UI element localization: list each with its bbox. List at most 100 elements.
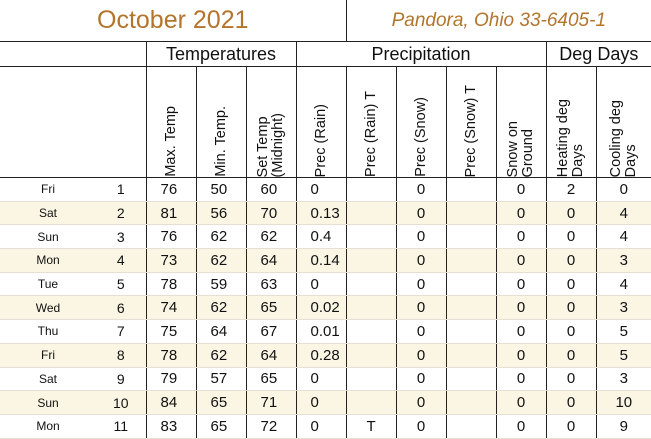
snow-ground-cell[interactable]: 0: [495, 343, 547, 368]
cooling-cell[interactable]: 4: [595, 224, 651, 250]
prec-rain-cell[interactable]: 0: [295, 272, 347, 297]
min-temp-cell[interactable]: 65: [195, 414, 246, 439]
snow-ground-cell[interactable]: 0: [495, 367, 547, 392]
prec-snow-t-cell[interactable]: [445, 414, 497, 439]
heating-cell[interactable]: 0: [545, 248, 597, 273]
prec-rain-t-cell[interactable]: [345, 177, 397, 202]
prec-snow-cell[interactable]: 0: [395, 343, 447, 368]
heating-cell[interactable]: 0: [545, 295, 597, 321]
prec-rain-t-cell[interactable]: T: [345, 414, 397, 439]
prec-snow-cell[interactable]: 0: [395, 295, 447, 321]
cooling-cell[interactable]: 9: [595, 414, 651, 439]
cooling-cell[interactable]: 4: [595, 272, 651, 297]
cooling-cell[interactable]: 10: [595, 390, 651, 415]
max-temp-cell[interactable]: 73: [145, 248, 196, 273]
max-temp-cell[interactable]: 84: [145, 390, 196, 415]
set-temp-cell[interactable]: 65: [245, 295, 296, 321]
set-temp-cell[interactable]: 65: [245, 367, 296, 392]
max-temp-cell[interactable]: 83: [145, 414, 196, 439]
heating-cell[interactable]: 0: [545, 201, 597, 226]
min-temp-cell[interactable]: 64: [195, 319, 246, 344]
prec-rain-t-cell[interactable]: [345, 248, 397, 273]
max-temp-cell[interactable]: 74: [145, 295, 196, 321]
set-temp-cell[interactable]: 63: [245, 272, 296, 297]
prec-rain-cell[interactable]: 0: [295, 177, 347, 202]
prec-rain-cell[interactable]: 0.01: [295, 319, 347, 344]
snow-ground-cell[interactable]: 0: [495, 319, 547, 344]
prec-snow-cell[interactable]: 0: [395, 272, 447, 297]
set-temp-cell[interactable]: 72: [245, 414, 296, 439]
max-temp-cell[interactable]: 76: [145, 177, 196, 202]
min-temp-cell[interactable]: 62: [195, 248, 246, 273]
prec-rain-t-cell[interactable]: [345, 224, 397, 250]
prec-rain-cell[interactable]: 0.13: [295, 201, 347, 226]
prec-snow-cell[interactable]: 0: [395, 201, 447, 226]
max-temp-cell[interactable]: 78: [145, 272, 196, 297]
snow-ground-cell[interactable]: 0: [495, 272, 547, 297]
heating-cell[interactable]: 2: [545, 177, 597, 202]
prec-rain-t-cell[interactable]: [345, 295, 397, 321]
set-temp-cell[interactable]: 71: [245, 390, 296, 415]
prec-snow-cell[interactable]: 0: [395, 414, 447, 439]
prec-rain-cell[interactable]: 0: [295, 414, 347, 439]
prec-snow-t-cell[interactable]: [445, 177, 497, 202]
prec-rain-cell[interactable]: 0: [295, 367, 347, 392]
cooling-cell[interactable]: 5: [595, 343, 651, 368]
snow-ground-cell[interactable]: 0: [495, 248, 547, 273]
min-temp-cell[interactable]: 50: [195, 177, 246, 202]
cooling-cell[interactable]: 5: [595, 319, 651, 344]
snow-ground-cell[interactable]: 0: [495, 177, 547, 202]
min-temp-cell[interactable]: 57: [195, 367, 246, 392]
set-temp-cell[interactable]: 64: [245, 248, 296, 273]
prec-snow-cell[interactable]: 0: [395, 319, 447, 344]
prec-snow-t-cell[interactable]: [445, 272, 497, 297]
cooling-cell[interactable]: 4: [595, 201, 651, 226]
prec-rain-cell[interactable]: 0.28: [295, 343, 347, 368]
set-temp-cell[interactable]: 60: [245, 177, 296, 202]
max-temp-cell[interactable]: 75: [145, 319, 196, 344]
snow-ground-cell[interactable]: 0: [495, 201, 547, 226]
min-temp-cell[interactable]: 62: [195, 343, 246, 368]
prec-snow-cell[interactable]: 0: [395, 224, 447, 250]
cooling-cell[interactable]: 0: [595, 177, 651, 202]
max-temp-cell[interactable]: 79: [145, 367, 196, 392]
set-temp-cell[interactable]: 64: [245, 343, 296, 368]
heating-cell[interactable]: 0: [545, 390, 597, 415]
snow-ground-cell[interactable]: 0: [495, 224, 547, 250]
prec-snow-t-cell[interactable]: [445, 224, 497, 250]
heating-cell[interactable]: 0: [545, 319, 597, 344]
heating-cell[interactable]: 0: [545, 343, 597, 368]
max-temp-cell[interactable]: 76: [145, 224, 196, 250]
prec-snow-t-cell[interactable]: [445, 201, 497, 226]
prec-snow-t-cell[interactable]: [445, 295, 497, 321]
cooling-cell[interactable]: 3: [595, 295, 651, 321]
cooling-cell[interactable]: 3: [595, 248, 651, 273]
prec-snow-cell[interactable]: 0: [395, 248, 447, 273]
prec-snow-cell[interactable]: 0: [395, 177, 447, 202]
min-temp-cell[interactable]: 62: [195, 224, 246, 250]
prec-rain-t-cell[interactable]: [345, 343, 397, 368]
min-temp-cell[interactable]: 56: [195, 201, 246, 226]
prec-rain-t-cell[interactable]: [345, 201, 397, 226]
min-temp-cell[interactable]: 62: [195, 295, 246, 321]
prec-snow-t-cell[interactable]: [445, 367, 497, 392]
heating-cell[interactable]: 0: [545, 367, 597, 392]
max-temp-cell[interactable]: 81: [145, 201, 196, 226]
prec-rain-cell[interactable]: 0: [295, 390, 347, 415]
prec-rain-t-cell[interactable]: [345, 319, 397, 344]
prec-snow-cell[interactable]: 0: [395, 367, 447, 392]
cooling-cell[interactable]: 3: [595, 367, 651, 392]
heating-cell[interactable]: 0: [545, 224, 597, 250]
prec-rain-t-cell[interactable]: [345, 367, 397, 392]
prec-snow-cell[interactable]: 0: [395, 390, 447, 415]
set-temp-cell[interactable]: 67: [245, 319, 296, 344]
prec-rain-t-cell[interactable]: [345, 272, 397, 297]
prec-snow-t-cell[interactable]: [445, 343, 497, 368]
prec-rain-cell[interactable]: 0.14: [295, 248, 347, 273]
set-temp-cell[interactable]: 62: [245, 224, 296, 250]
prec-snow-t-cell[interactable]: [445, 248, 497, 273]
min-temp-cell[interactable]: 65: [195, 390, 246, 415]
heating-cell[interactable]: 0: [545, 272, 597, 297]
prec-snow-t-cell[interactable]: [445, 319, 497, 344]
heating-cell[interactable]: 0: [545, 414, 597, 439]
